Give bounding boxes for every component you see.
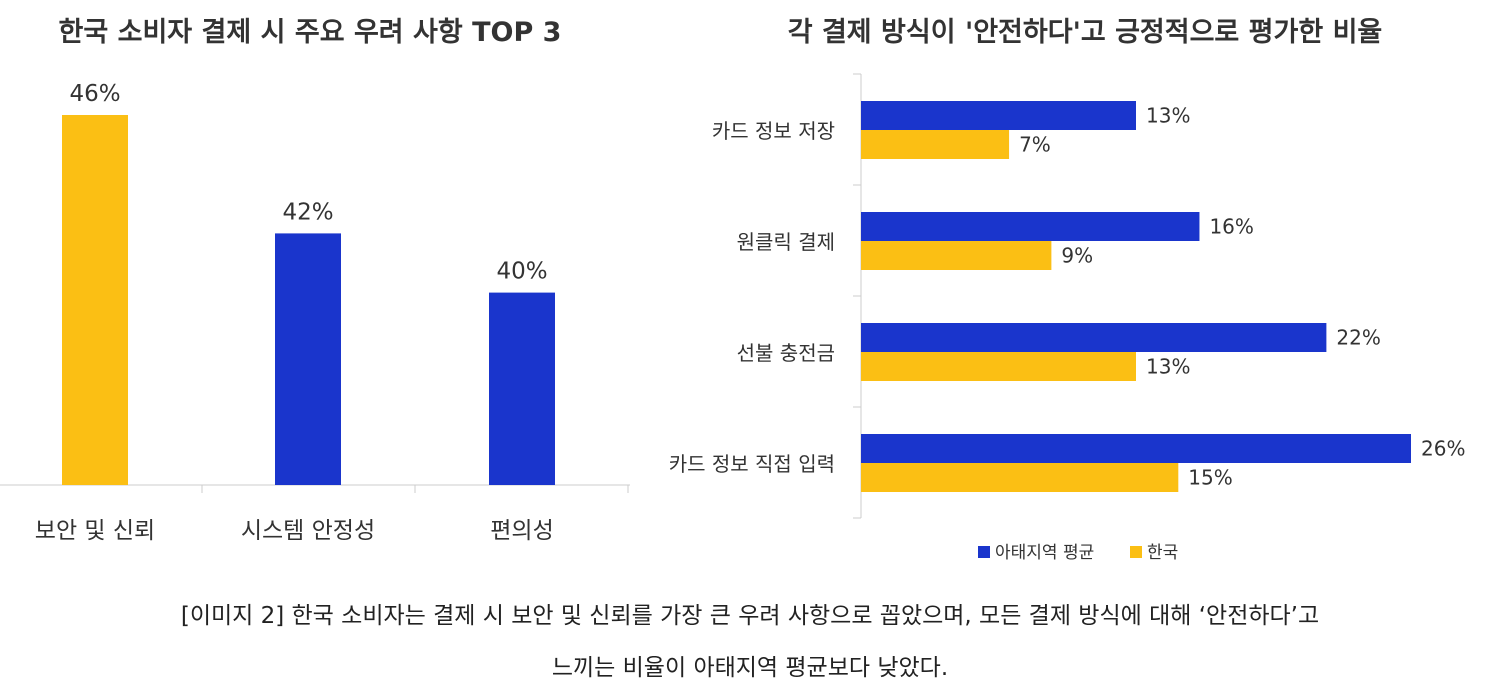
right-chart-title: 각 결제 방식이 '안전하다'고 긍정적으로 평가한 비율 xyxy=(787,17,1383,48)
right-category-label: 카드 정보 저장 xyxy=(712,119,835,143)
legend-label-apac: 아태지역 평균 xyxy=(995,543,1094,563)
right-bar-value-label: 16% xyxy=(1209,215,1253,239)
legend-swatch-apac xyxy=(978,546,990,558)
right-horizontal-bar-chart: 카드 정보 저장 13% 7% 원클릭 결제 16% 9% 선불 충전금 22% 13% 카드 정… xyxy=(669,73,1465,563)
left-category-label: 편의성 xyxy=(490,518,553,544)
legend-label-korea: 한국 xyxy=(1147,543,1178,563)
legend-swatch-korea xyxy=(1130,546,1142,558)
left-bar-value-label: 42% xyxy=(282,199,333,225)
left-bar-chart: 46% 보안 및 신뢰 42% 시스템 안정성 40% 편의성 xyxy=(0,81,630,544)
right-bar-apac xyxy=(861,212,1200,241)
right-bar-apac xyxy=(861,434,1411,463)
right-bar-value-label: 13% xyxy=(1146,104,1190,128)
right-bar-korea xyxy=(861,352,1136,381)
left-chart-title: 한국 소비자 결제 시 주요 우려 사항 TOP 3 xyxy=(58,17,562,48)
left-bar-value-label: 40% xyxy=(496,259,547,285)
left-bar xyxy=(275,233,341,485)
right-bar-apac xyxy=(861,101,1136,130)
right-bar-value-label: 7% xyxy=(1019,133,1051,157)
left-category-label: 시스템 안정성 xyxy=(241,518,375,544)
right-bar-korea xyxy=(861,241,1052,270)
caption-line-2: 느끼는 비율이 아태지역 평균보다 낮았다. xyxy=(551,655,949,681)
left-bar-value-label: 46% xyxy=(69,81,120,107)
right-bar-value-label: 26% xyxy=(1421,437,1465,461)
right-bar-korea xyxy=(861,130,1010,159)
right-bar-value-label: 15% xyxy=(1188,466,1232,490)
right-category-label: 선불 충전금 xyxy=(737,341,835,365)
right-bar-value-label: 13% xyxy=(1146,355,1190,379)
right-category-label: 원클릭 결제 xyxy=(737,230,835,254)
right-bar-value-label: 9% xyxy=(1061,244,1093,268)
right-bar-value-label: 22% xyxy=(1336,326,1380,350)
right-bar-korea xyxy=(861,463,1179,492)
right-category-label: 카드 정보 직접 입력 xyxy=(669,452,835,476)
caption-line-1: [이미지 2] 한국 소비자는 결제 시 보안 및 신뢰를 가장 큰 우려 사항… xyxy=(180,603,1320,629)
left-bar xyxy=(489,292,555,485)
left-bar xyxy=(62,115,128,485)
right-bar-apac xyxy=(861,323,1327,352)
left-category-label: 보안 및 신뢰 xyxy=(35,518,155,544)
